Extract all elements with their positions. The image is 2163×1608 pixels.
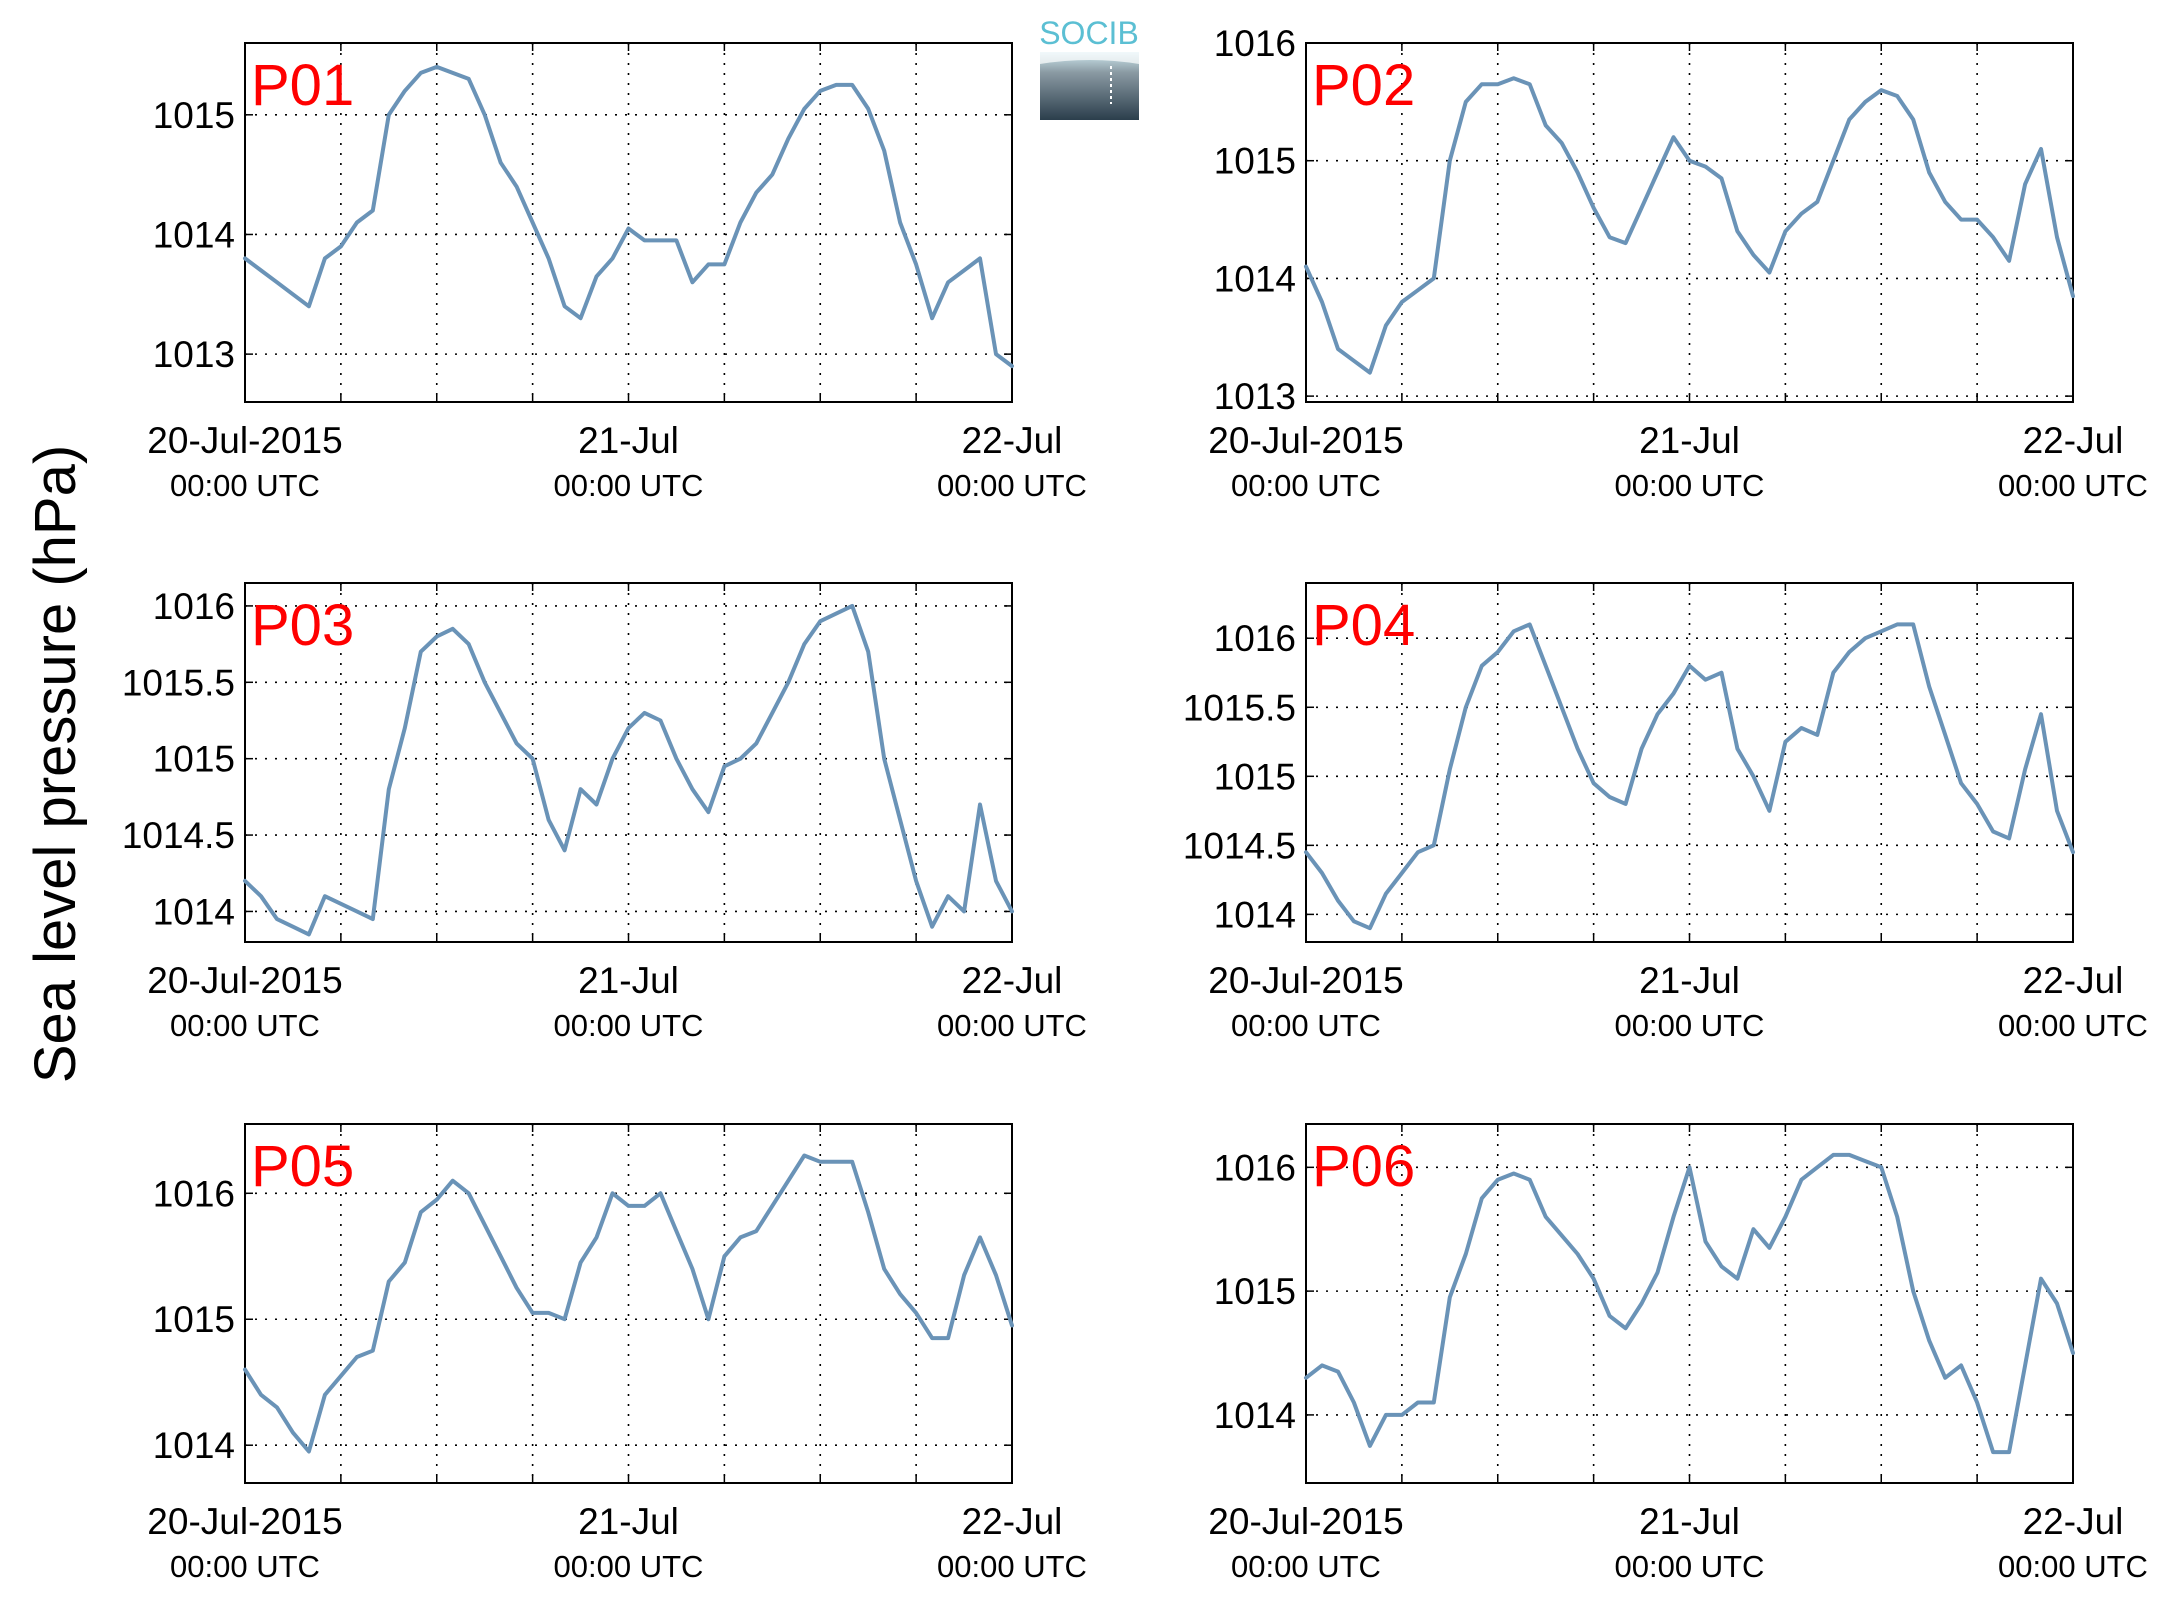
y-tick-label: 1014 — [1214, 1395, 1296, 1436]
plot-area — [244, 1123, 1013, 1484]
y-tick-label: 1016 — [1214, 23, 1296, 64]
y-tick-label: 1015 — [1214, 1271, 1296, 1312]
x-tick-sublabel: 00:00 UTC — [1231, 1008, 1381, 1043]
x-tick-label: 22-Jul — [2023, 960, 2124, 1001]
y-tick-label: 1015.5 — [122, 662, 235, 703]
chart-panel-p01: 1013 1014 1015 20-Jul-2015 00:00 UTC 21-Jul 00… — [147, 42, 1087, 503]
x-tick-sublabel: 00:00 UTC — [1615, 1008, 1765, 1043]
socib-logo: SOCIB — [1039, 15, 1139, 120]
y-tick-label: 1015.5 — [1183, 687, 1296, 728]
y-tick-label: 1015 — [1214, 756, 1296, 797]
x-tick-sublabel: 00:00 UTC — [1998, 1008, 2148, 1043]
x-tick-sublabel: 00:00 UTC — [937, 468, 1087, 503]
x-tick-sublabel: 00:00 UTC — [170, 1008, 320, 1043]
x-tick-label: 20-Jul-2015 — [1208, 960, 1403, 1001]
x-tick-label: 22-Jul — [2023, 1501, 2124, 1542]
x-tick-sublabel: 00:00 UTC — [170, 1549, 320, 1584]
x-tick-label: 22-Jul — [2023, 420, 2124, 461]
series-line — [243, 64, 1014, 369]
series-line — [1304, 76, 2075, 375]
x-tick-label: 22-Jul — [962, 1501, 1063, 1542]
x-tick-sublabel: 00:00 UTC — [1231, 1549, 1381, 1584]
chart-panel-p03: 1014 1014.5 1015 1015.5 1016 20-Jul-2015 00:00… — [122, 582, 1087, 1043]
panels: 1013 1014 1015 20-Jul-2015 00:00 UTC 21-Jul 00… — [122, 23, 2148, 1584]
panel-label: P04 — [1312, 593, 1415, 658]
panel-label: P03 — [251, 593, 354, 658]
x-tick-sublabel: 00:00 UTC — [937, 1549, 1087, 1584]
plot-area — [1305, 42, 2074, 403]
x-tick-label: 21-Jul — [1639, 1501, 1740, 1542]
series-line — [1304, 622, 2075, 931]
x-tick-label: 20-Jul-2015 — [1208, 420, 1403, 461]
x-tick-label: 20-Jul-2015 — [147, 420, 342, 461]
x-tick-label: 21-Jul — [1639, 960, 1740, 1001]
x-tick-label: 20-Jul-2015 — [147, 1501, 342, 1542]
y-tick-label: 1014 — [153, 214, 235, 255]
y-tick-label: 1013 — [153, 334, 235, 375]
x-tick-sublabel: 00:00 UTC — [554, 468, 704, 503]
x-tick-label: 22-Jul — [962, 420, 1063, 461]
x-tick-sublabel: 00:00 UTC — [554, 1549, 704, 1584]
logo-text: SOCIB — [1039, 15, 1139, 51]
series-line — [243, 603, 1014, 937]
x-tick-label: 22-Jul — [962, 960, 1063, 1001]
x-tick-sublabel: 00:00 UTC — [1998, 468, 2148, 503]
x-tick-sublabel: 00:00 UTC — [937, 1008, 1087, 1043]
y-tick-label: 1013 — [1214, 376, 1296, 417]
logo-block — [1040, 52, 1139, 120]
y-tick-label: 1015 — [1214, 141, 1296, 182]
panel-label: P02 — [1312, 53, 1415, 118]
y-tick-label: 1016 — [153, 586, 235, 627]
y-tick-label: 1014.5 — [1183, 825, 1296, 866]
plot-area — [1305, 1123, 2074, 1484]
x-tick-sublabel: 00:00 UTC — [1231, 468, 1381, 503]
plot-area — [1305, 582, 2074, 943]
y-tick-label: 1014.5 — [122, 815, 235, 856]
panel-label: P01 — [251, 53, 354, 118]
y-tick-label: 1016 — [1214, 1147, 1296, 1188]
x-tick-sublabel: 00:00 UTC — [170, 468, 320, 503]
series-line — [1304, 1152, 2075, 1455]
logo-wave — [1040, 52, 1139, 64]
chart-panel-p02: 1013 1014 1015 1016 20-Jul-2015 00:00 UTC 21-J… — [1208, 23, 2148, 503]
x-tick-sublabel: 00:00 UTC — [1615, 1549, 1765, 1584]
chart-panel-p06: 1014 1015 1016 20-Jul-2015 00:00 UTC 21-Jul 00… — [1208, 1123, 2148, 1584]
x-tick-label: 20-Jul-2015 — [1208, 1501, 1403, 1542]
y-tick-label: 1014 — [153, 1425, 235, 1466]
y-tick-label: 1014 — [1214, 258, 1296, 299]
plot-area — [244, 582, 1013, 943]
y-tick-label: 1015 — [153, 739, 235, 780]
panel-label: P06 — [1312, 1134, 1415, 1199]
y-tick-label: 1014 — [1214, 894, 1296, 935]
x-tick-label: 21-Jul — [578, 1501, 679, 1542]
y-tick-label: 1016 — [153, 1173, 235, 1214]
x-tick-sublabel: 00:00 UTC — [1998, 1549, 2148, 1584]
y-tick-label: 1014 — [153, 891, 235, 932]
series-line — [243, 1153, 1014, 1454]
chart-panel-p05: 1014 1015 1016 20-Jul-2015 00:00 UTC 21-Jul 00… — [147, 1123, 1087, 1584]
x-tick-label: 21-Jul — [578, 420, 679, 461]
chart-panel-p04: 1014 1014.5 1015 1015.5 1016 20-Jul-2015 00:00… — [1183, 582, 2148, 1043]
x-tick-label: 21-Jul — [1639, 420, 1740, 461]
y-tick-label: 1016 — [1214, 618, 1296, 659]
x-tick-label: 21-Jul — [578, 960, 679, 1001]
y-tick-label: 1015 — [153, 95, 235, 136]
panel-label: P05 — [251, 1134, 354, 1199]
y-tick-label: 1015 — [153, 1299, 235, 1340]
x-tick-sublabel: 00:00 UTC — [554, 1008, 704, 1043]
x-tick-label: 20-Jul-2015 — [147, 960, 342, 1001]
plot-area — [244, 42, 1013, 403]
y-axis-label: Sea level pressure (hPa) — [23, 445, 88, 1083]
x-tick-sublabel: 00:00 UTC — [1615, 468, 1765, 503]
